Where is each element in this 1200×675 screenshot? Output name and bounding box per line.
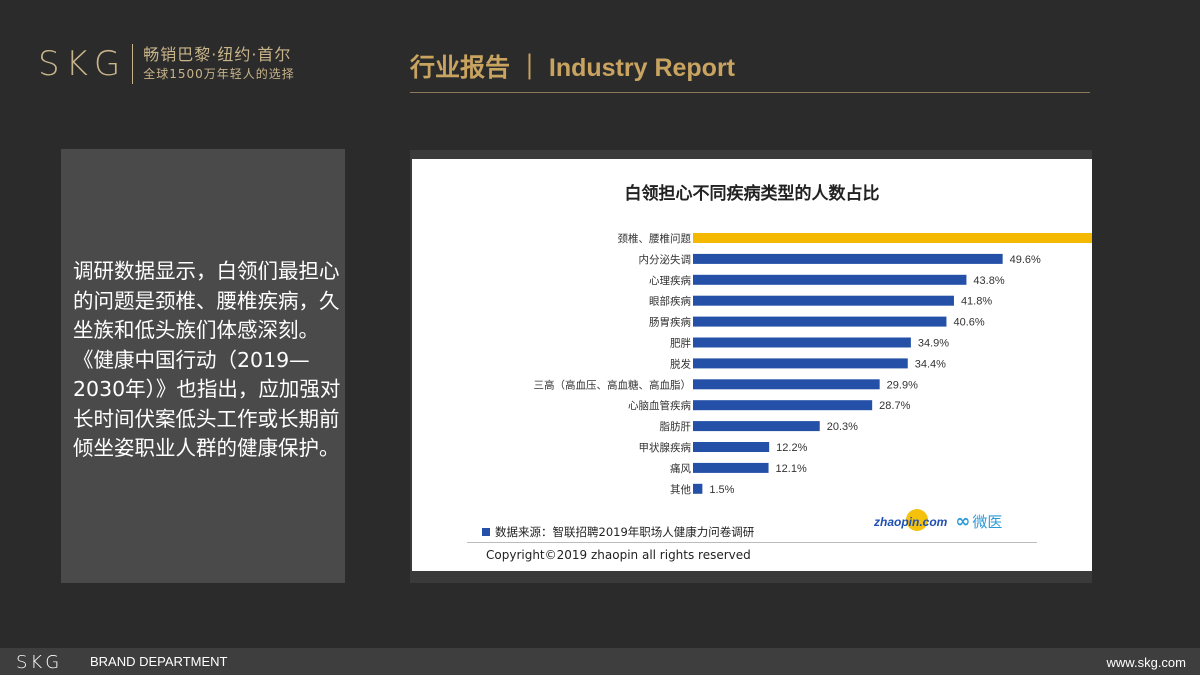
tagline-primary: 畅销巴黎·纽约·首尔 <box>143 45 292 64</box>
value-label: 1.5% <box>709 484 734 496</box>
bar <box>693 483 703 494</box>
bar <box>693 233 1092 243</box>
category-label: 内分泌失调 <box>639 253 692 266</box>
category-label: 脱发 <box>670 357 691 370</box>
header-logo-area: SKG 畅销巴黎·纽约·首尔 全球1500万年轻人的选择 <box>38 44 295 84</box>
logo-divider <box>132 44 134 84</box>
bar <box>693 358 908 369</box>
source-marker <box>482 528 490 536</box>
value-label: 12.2% <box>776 442 807 454</box>
category-label: 三高（高血压、高血糖、高血脂） <box>534 378 692 391</box>
category-label: 心理疾病 <box>649 274 691 287</box>
report-title: 行业报告 ｜ Industry Report <box>410 54 736 82</box>
bar <box>693 379 880 390</box>
summary-panel: 调研数据显示，白领们最担心的问题是颈椎、腰椎疾病，久坐族和低头族们体感深刻。《健… <box>61 149 345 583</box>
category-label: 颈椎、腰椎问题 <box>618 232 692 245</box>
category-label: 甲状腺疾病 <box>639 441 692 454</box>
value-label: 43.8% <box>973 275 1004 287</box>
category-label: 肥胖 <box>670 338 691 350</box>
category-label: 眼部疾病 <box>649 295 691 308</box>
value-label: 29.9% <box>887 379 918 391</box>
zhaopin-logo-dot <box>906 508 928 531</box>
zhaopin-logo-text: zhaopin.com <box>874 514 948 529</box>
category-label: 痛风 <box>670 462 691 475</box>
source-label: 数据来源：智联招聘2019年职场人健康力问卷调研 <box>495 525 755 539</box>
bar <box>693 337 911 348</box>
value-label: 20.3% <box>827 421 858 433</box>
value-label: 41.8% <box>961 296 992 308</box>
weiyi-mark-icon: ∞ <box>955 511 971 532</box>
chart-area: 白领担心不同疾病类型的人数占比 颈椎、腰椎问题67.9%内分泌失调49.6%心理… <box>412 159 1092 571</box>
bar <box>693 462 769 473</box>
category-label: 心脑血管疾病 <box>628 399 691 412</box>
value-label: 49.6% <box>1010 254 1041 266</box>
bar <box>693 421 820 432</box>
bar <box>693 400 873 411</box>
bar-chart: 颈椎、腰椎问题67.9%内分泌失调49.6%心理疾病43.8%眼部疾病41.8%… <box>534 232 1092 496</box>
source-divider <box>467 542 1037 543</box>
bar <box>693 253 1003 264</box>
category-label: 脂肪肝 <box>660 420 692 433</box>
value-label: 40.6% <box>953 317 984 329</box>
value-label: 12.1% <box>776 463 807 475</box>
weiyi-logo-text: 微医 <box>972 513 1003 531</box>
chart-card: 白领担心不同疾病类型的人数占比 颈椎、腰椎问题67.9%内分泌失调49.6%心理… <box>410 150 1092 583</box>
value-label: 28.7% <box>879 400 910 412</box>
tagline: 畅销巴黎·纽约·首尔 全球1500万年轻人的选择 <box>143 45 295 83</box>
chart-source: 数据来源：智联招聘2019年职场人健康力问卷调研 <box>482 524 754 540</box>
chart-title: 白领担心不同疾病类型的人数占比 <box>624 184 880 204</box>
bar <box>693 316 947 327</box>
chart-brand-logos: zhaopin.com ∞ 微医 <box>874 508 1002 532</box>
chart-copyright: Copyright©2019 zhaopin all rights reserv… <box>486 548 751 562</box>
footer-bar: SKG BRAND DEPARTMENT www.skg.com <box>0 648 1200 675</box>
skg-logo: SKG <box>38 44 127 84</box>
category-label: 其他 <box>670 483 691 496</box>
bar <box>693 442 770 452</box>
category-label: 肠胃疾病 <box>649 316 691 329</box>
tagline-secondary: 全球1500万年轻人的选择 <box>143 67 295 81</box>
summary-text: 调研数据显示，白领们最担心的问题是颈椎、腰椎疾病，久坐族和低头族们体感深刻。《健… <box>73 259 341 460</box>
value-label: 34.4% <box>915 358 946 370</box>
bar <box>693 295 954 306</box>
footer-department: BRAND DEPARTMENT <box>90 654 228 669</box>
zhaopin-logo: zhaopin.com <box>874 508 948 531</box>
weiyi-logo: ∞ 微医 <box>955 511 1002 532</box>
footer-logo: SKG <box>16 652 63 673</box>
footer-url: www.skg.com <box>1106 655 1186 670</box>
bar <box>693 274 967 285</box>
header-divider <box>410 92 1090 93</box>
value-label: 34.9% <box>918 338 949 350</box>
